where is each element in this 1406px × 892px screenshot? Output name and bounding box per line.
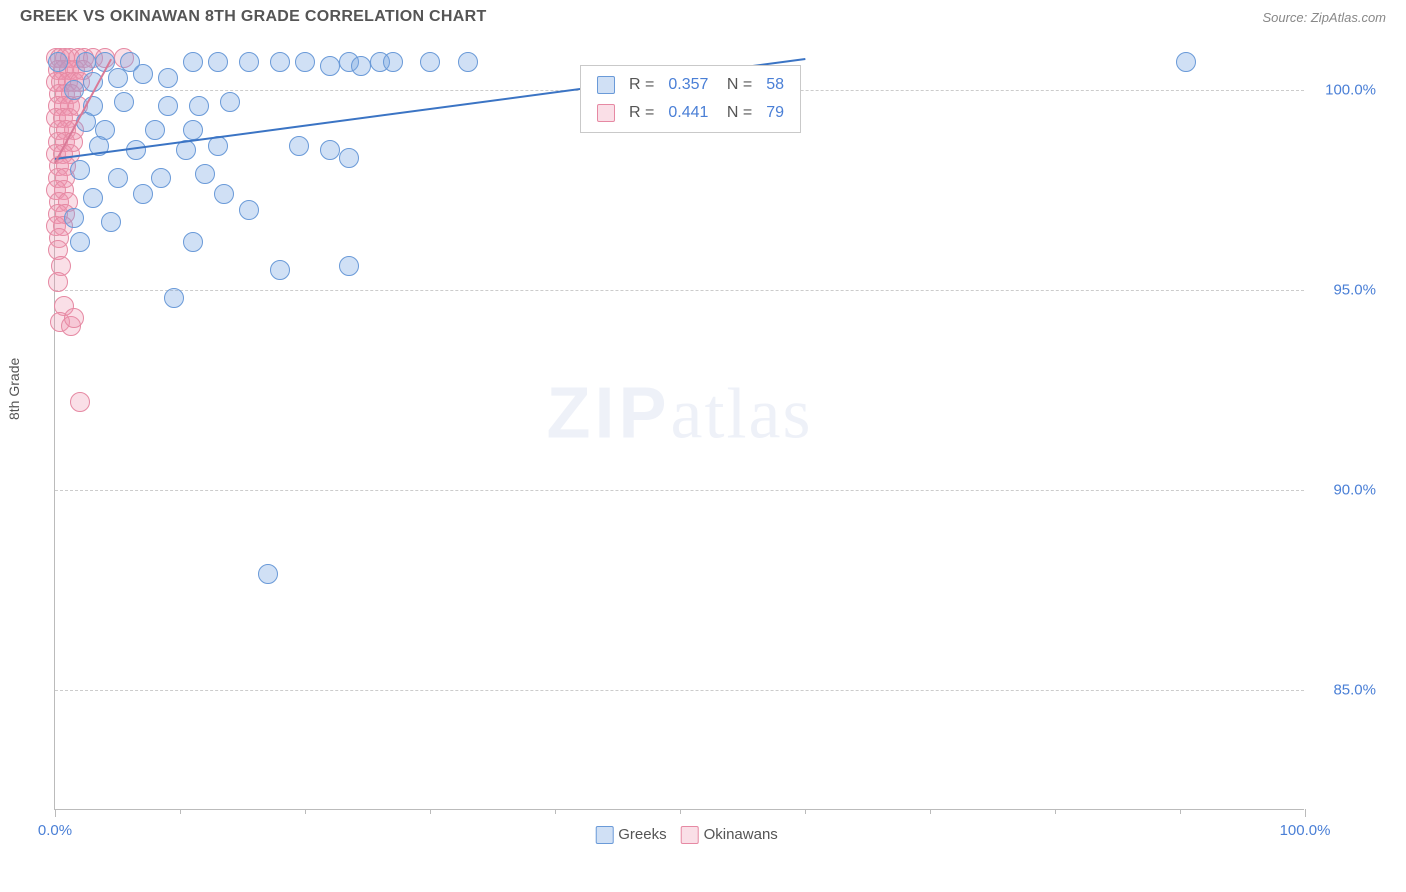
data-point	[70, 160, 90, 180]
data-point	[158, 68, 178, 88]
data-point	[270, 260, 290, 280]
data-point	[183, 232, 203, 252]
title-bar: GREEK VS OKINAWAN 8TH GRADE CORRELATION …	[0, 0, 1406, 26]
n-label: N =	[716, 100, 758, 126]
r-value: 0.441	[662, 100, 714, 126]
n-value: 58	[760, 72, 790, 98]
legend-swatch-icon	[681, 826, 699, 844]
x-tick-label: 0.0%	[38, 822, 72, 839]
data-point	[108, 168, 128, 188]
data-point	[220, 92, 240, 112]
data-point	[64, 80, 84, 100]
r-label: R =	[623, 72, 660, 98]
legend-swatch-icon	[597, 104, 615, 122]
stats-legend: R =0.357 N =58 R =0.441 N =79	[580, 65, 801, 133]
data-point	[64, 308, 84, 328]
gridline	[55, 490, 1304, 491]
x-tick-minor	[430, 809, 431, 814]
data-point	[83, 188, 103, 208]
data-point	[289, 136, 309, 156]
n-label: N =	[716, 72, 758, 98]
data-point	[48, 52, 68, 72]
gridline	[55, 690, 1304, 691]
legend-label: Greeks	[618, 826, 666, 843]
series-legend: Greeks Okinawans	[581, 826, 778, 844]
x-tick-minor	[180, 809, 181, 814]
data-point	[258, 564, 278, 584]
gridline	[55, 290, 1304, 291]
n-value: 79	[760, 100, 790, 126]
data-point	[133, 64, 153, 84]
data-point	[164, 288, 184, 308]
data-point	[351, 56, 371, 76]
data-point	[239, 52, 259, 72]
x-tick-major	[55, 809, 56, 817]
x-tick-minor	[1055, 809, 1056, 814]
x-tick-minor	[680, 809, 681, 814]
r-label: R =	[623, 100, 660, 126]
x-tick-major	[1305, 809, 1306, 817]
data-point	[151, 168, 171, 188]
data-point	[70, 392, 90, 412]
x-tick-label: 100.0%	[1280, 822, 1331, 839]
data-point	[145, 120, 165, 140]
data-point	[458, 52, 478, 72]
data-point	[64, 208, 84, 228]
y-tick-label: 95.0%	[1312, 282, 1376, 299]
plot-container: ZIPatlas 85.0%90.0%95.0%100.0%0.0%100.0%…	[44, 50, 1384, 830]
data-point	[48, 272, 68, 292]
x-tick-minor	[805, 809, 806, 814]
watermark: ZIPatlas	[547, 373, 813, 456]
data-point	[420, 52, 440, 72]
y-tick-label: 90.0%	[1312, 482, 1376, 499]
x-tick-minor	[930, 809, 931, 814]
data-point	[383, 52, 403, 72]
data-point	[183, 52, 203, 72]
data-point	[70, 232, 90, 252]
data-point	[158, 96, 178, 116]
legend-label: Okinawans	[704, 826, 778, 843]
legend-swatch-icon	[597, 76, 615, 94]
r-value: 0.357	[662, 72, 714, 98]
data-point	[270, 52, 290, 72]
data-point	[320, 56, 340, 76]
data-point	[108, 68, 128, 88]
data-point	[114, 92, 134, 112]
x-tick-minor	[305, 809, 306, 814]
source-credit: Source: ZipAtlas.com	[1262, 10, 1386, 25]
data-point	[295, 52, 315, 72]
scatter-plot: ZIPatlas 85.0%90.0%95.0%100.0%0.0%100.0%…	[54, 50, 1304, 810]
data-point	[239, 200, 259, 220]
data-point	[1176, 52, 1196, 72]
y-axis-label: 8th Grade	[6, 358, 22, 420]
y-tick-label: 100.0%	[1312, 82, 1376, 99]
data-point	[195, 164, 215, 184]
data-point	[101, 212, 121, 232]
data-point	[133, 184, 153, 204]
y-tick-label: 85.0%	[1312, 682, 1376, 699]
x-tick-minor	[555, 809, 556, 814]
legend-swatch-icon	[595, 826, 613, 844]
x-tick-minor	[1180, 809, 1181, 814]
data-point	[183, 120, 203, 140]
data-point	[76, 52, 96, 72]
chart-title: GREEK VS OKINAWAN 8TH GRADE CORRELATION …	[20, 8, 487, 26]
data-point	[320, 140, 340, 160]
data-point	[339, 148, 359, 168]
data-point	[214, 184, 234, 204]
data-point	[189, 96, 209, 116]
data-point	[208, 52, 228, 72]
data-point	[339, 256, 359, 276]
